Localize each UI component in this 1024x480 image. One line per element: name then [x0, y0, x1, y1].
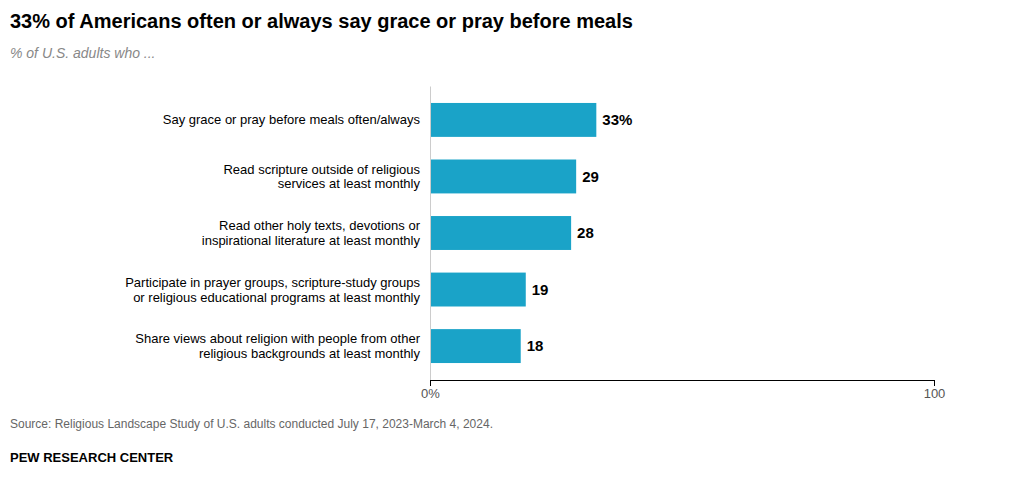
subtitle: % of U.S. adults who ...	[10, 45, 156, 61]
bar	[430, 160, 576, 194]
chart: 33% of Americans often or always say gra…	[0, 0, 1024, 480]
data-label: 19	[532, 281, 549, 298]
y-tick: Say grace or pray before meals often/alw…	[163, 112, 430, 127]
data-label: 29	[582, 168, 599, 185]
x-tick-line	[934, 380, 935, 386]
bar	[430, 103, 596, 137]
y-tick: Participate in prayer groups, scripture-…	[125, 275, 430, 305]
y-tick-label: Read scripture outside of religiousservi…	[223, 162, 420, 192]
x-tick: 0%	[421, 380, 440, 401]
y-tick-label: Share views about religion with people f…	[135, 331, 420, 361]
title: 33% of Americans often or always say gra…	[10, 10, 633, 32]
bar	[430, 273, 526, 307]
y-tick: Read scripture outside of religiousservi…	[223, 162, 430, 192]
y-tick-label: Participate in prayer groups, scripture-…	[125, 275, 420, 305]
data-label: 33%	[602, 111, 632, 128]
y-tick: Share views about religion with people f…	[135, 331, 430, 361]
data-labels: 33% 29 28 19 18	[527, 111, 633, 354]
x-axis-line	[431, 381, 935, 387]
y-axis: Say grace or pray before meals often/alw…	[125, 87, 430, 381]
data-label: 28	[577, 224, 594, 241]
y-tick-label: Say grace or pray before meals often/alw…	[163, 112, 421, 127]
x-tick-label: 100	[924, 386, 946, 401]
annotation: PEW RESEARCH CENTER	[10, 450, 174, 465]
x-axis: 0% 100	[421, 380, 945, 401]
annotation: Source: Religious Landscape Study of U.S…	[10, 417, 493, 431]
x-tick-label: 0%	[421, 386, 440, 401]
plot: 33% 29 28 19 18 Say grace or pray before meal…	[125, 87, 945, 402]
y-axis-line	[430, 87, 431, 381]
y-tick: Read other holy texts, devotions orinspi…	[202, 218, 430, 248]
bar	[430, 216, 571, 250]
y-tick-label: Read other holy texts, devotions orinspi…	[202, 218, 421, 248]
bars	[430, 103, 596, 363]
x-tick-line	[430, 380, 431, 386]
bar	[430, 329, 521, 363]
data-label: 18	[527, 337, 544, 354]
x-tick: 100	[924, 380, 946, 401]
